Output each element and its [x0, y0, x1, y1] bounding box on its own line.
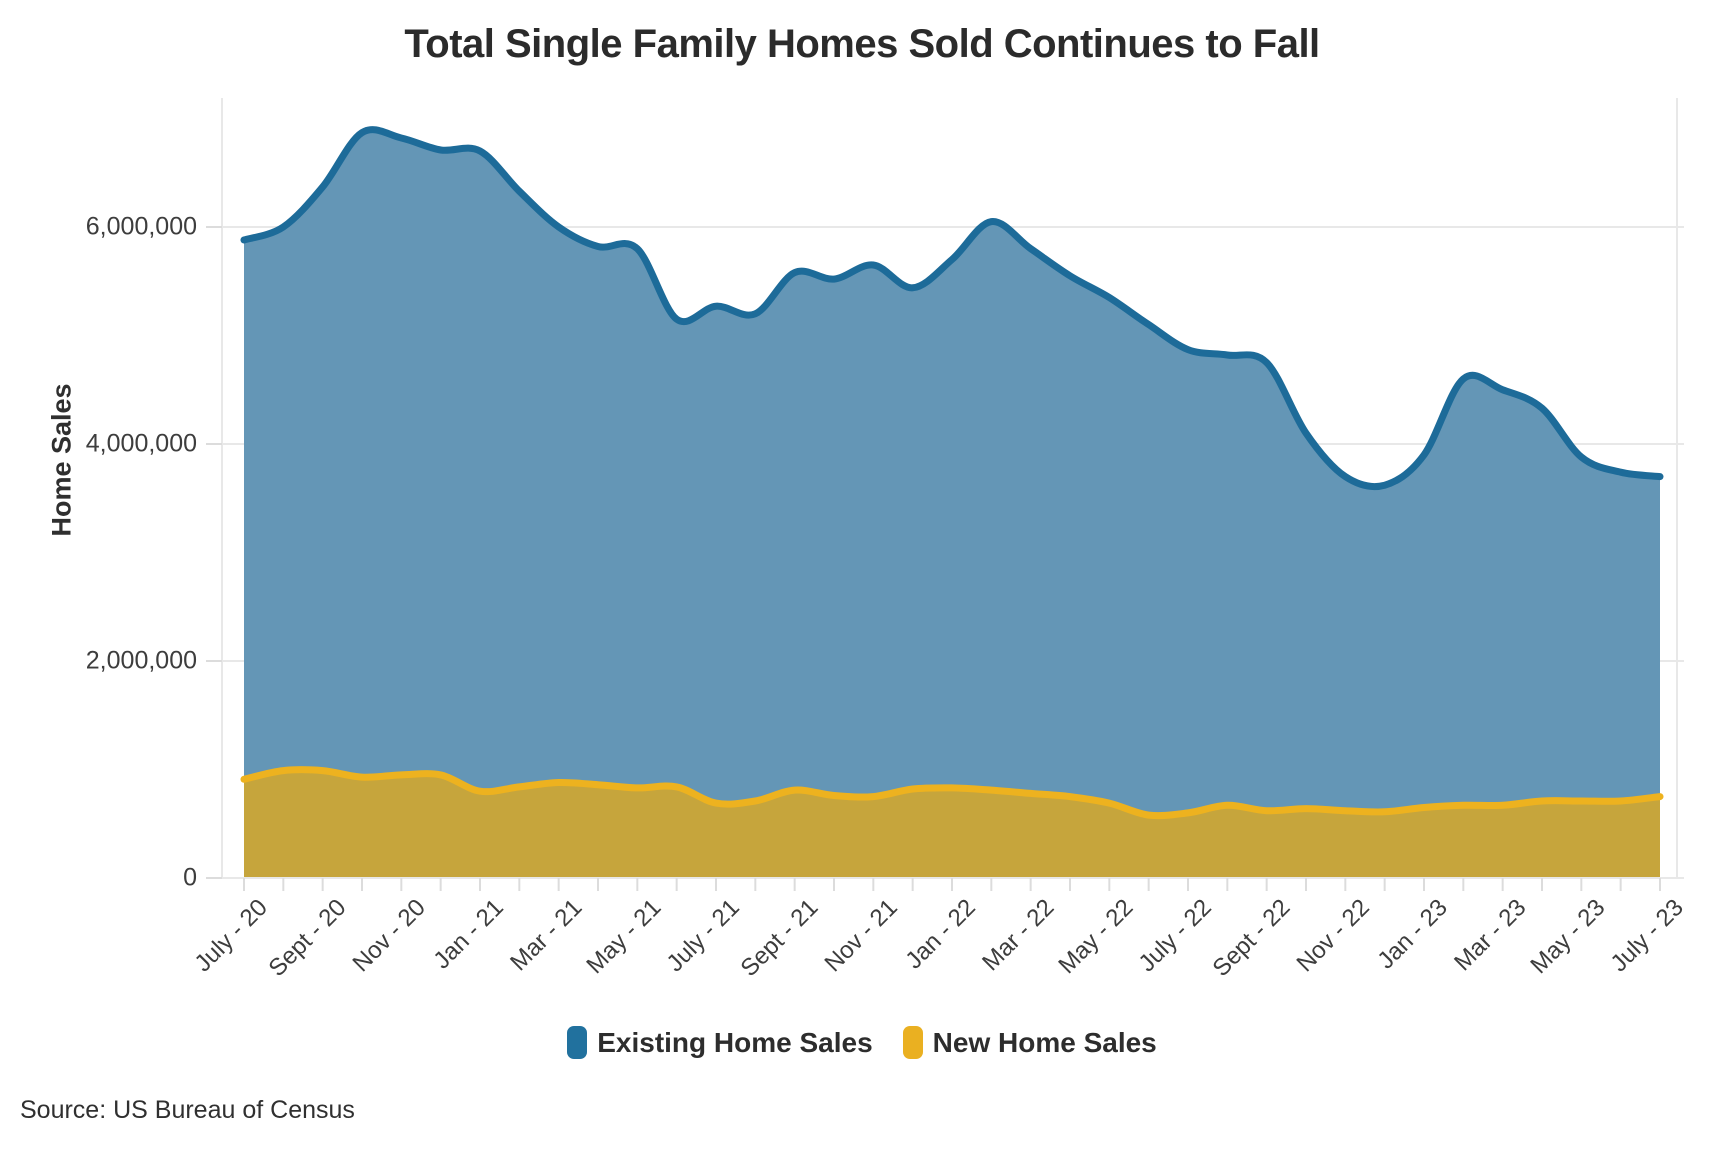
legend-item-existing-home-sales: Existing Home Sales [567, 1026, 873, 1059]
existing-home-sales-line [240, 126, 1664, 491]
y-tick-label: 0 [183, 863, 197, 892]
legend-label: Existing Home Sales [597, 1026, 873, 1058]
legend-item-new-home-sales: New Home Sales [902, 1026, 1157, 1059]
new-home-sales-line [240, 766, 1664, 820]
legend-label: New Home Sales [932, 1026, 1157, 1058]
existing-home-sales-area [244, 129, 1660, 816]
new-home-sales-area [244, 769, 1660, 878]
chart-legend: Existing Home Sales New Home Sales [0, 1026, 1724, 1059]
chart-title: Total Single Family Homes Sold Continues… [404, 22, 1320, 66]
source-note: Source: US Bureau of Census [20, 1096, 355, 1124]
y-tick-label: 2,000,000 [85, 646, 197, 675]
existing-home-sales-swatch-icon [567, 1026, 588, 1059]
y-axis-title: Home Sales [46, 383, 77, 537]
y-tick-label: 6,000,000 [85, 212, 197, 241]
y-tick-label: 4,000,000 [85, 429, 197, 458]
new-home-sales-swatch-icon [902, 1026, 923, 1059]
